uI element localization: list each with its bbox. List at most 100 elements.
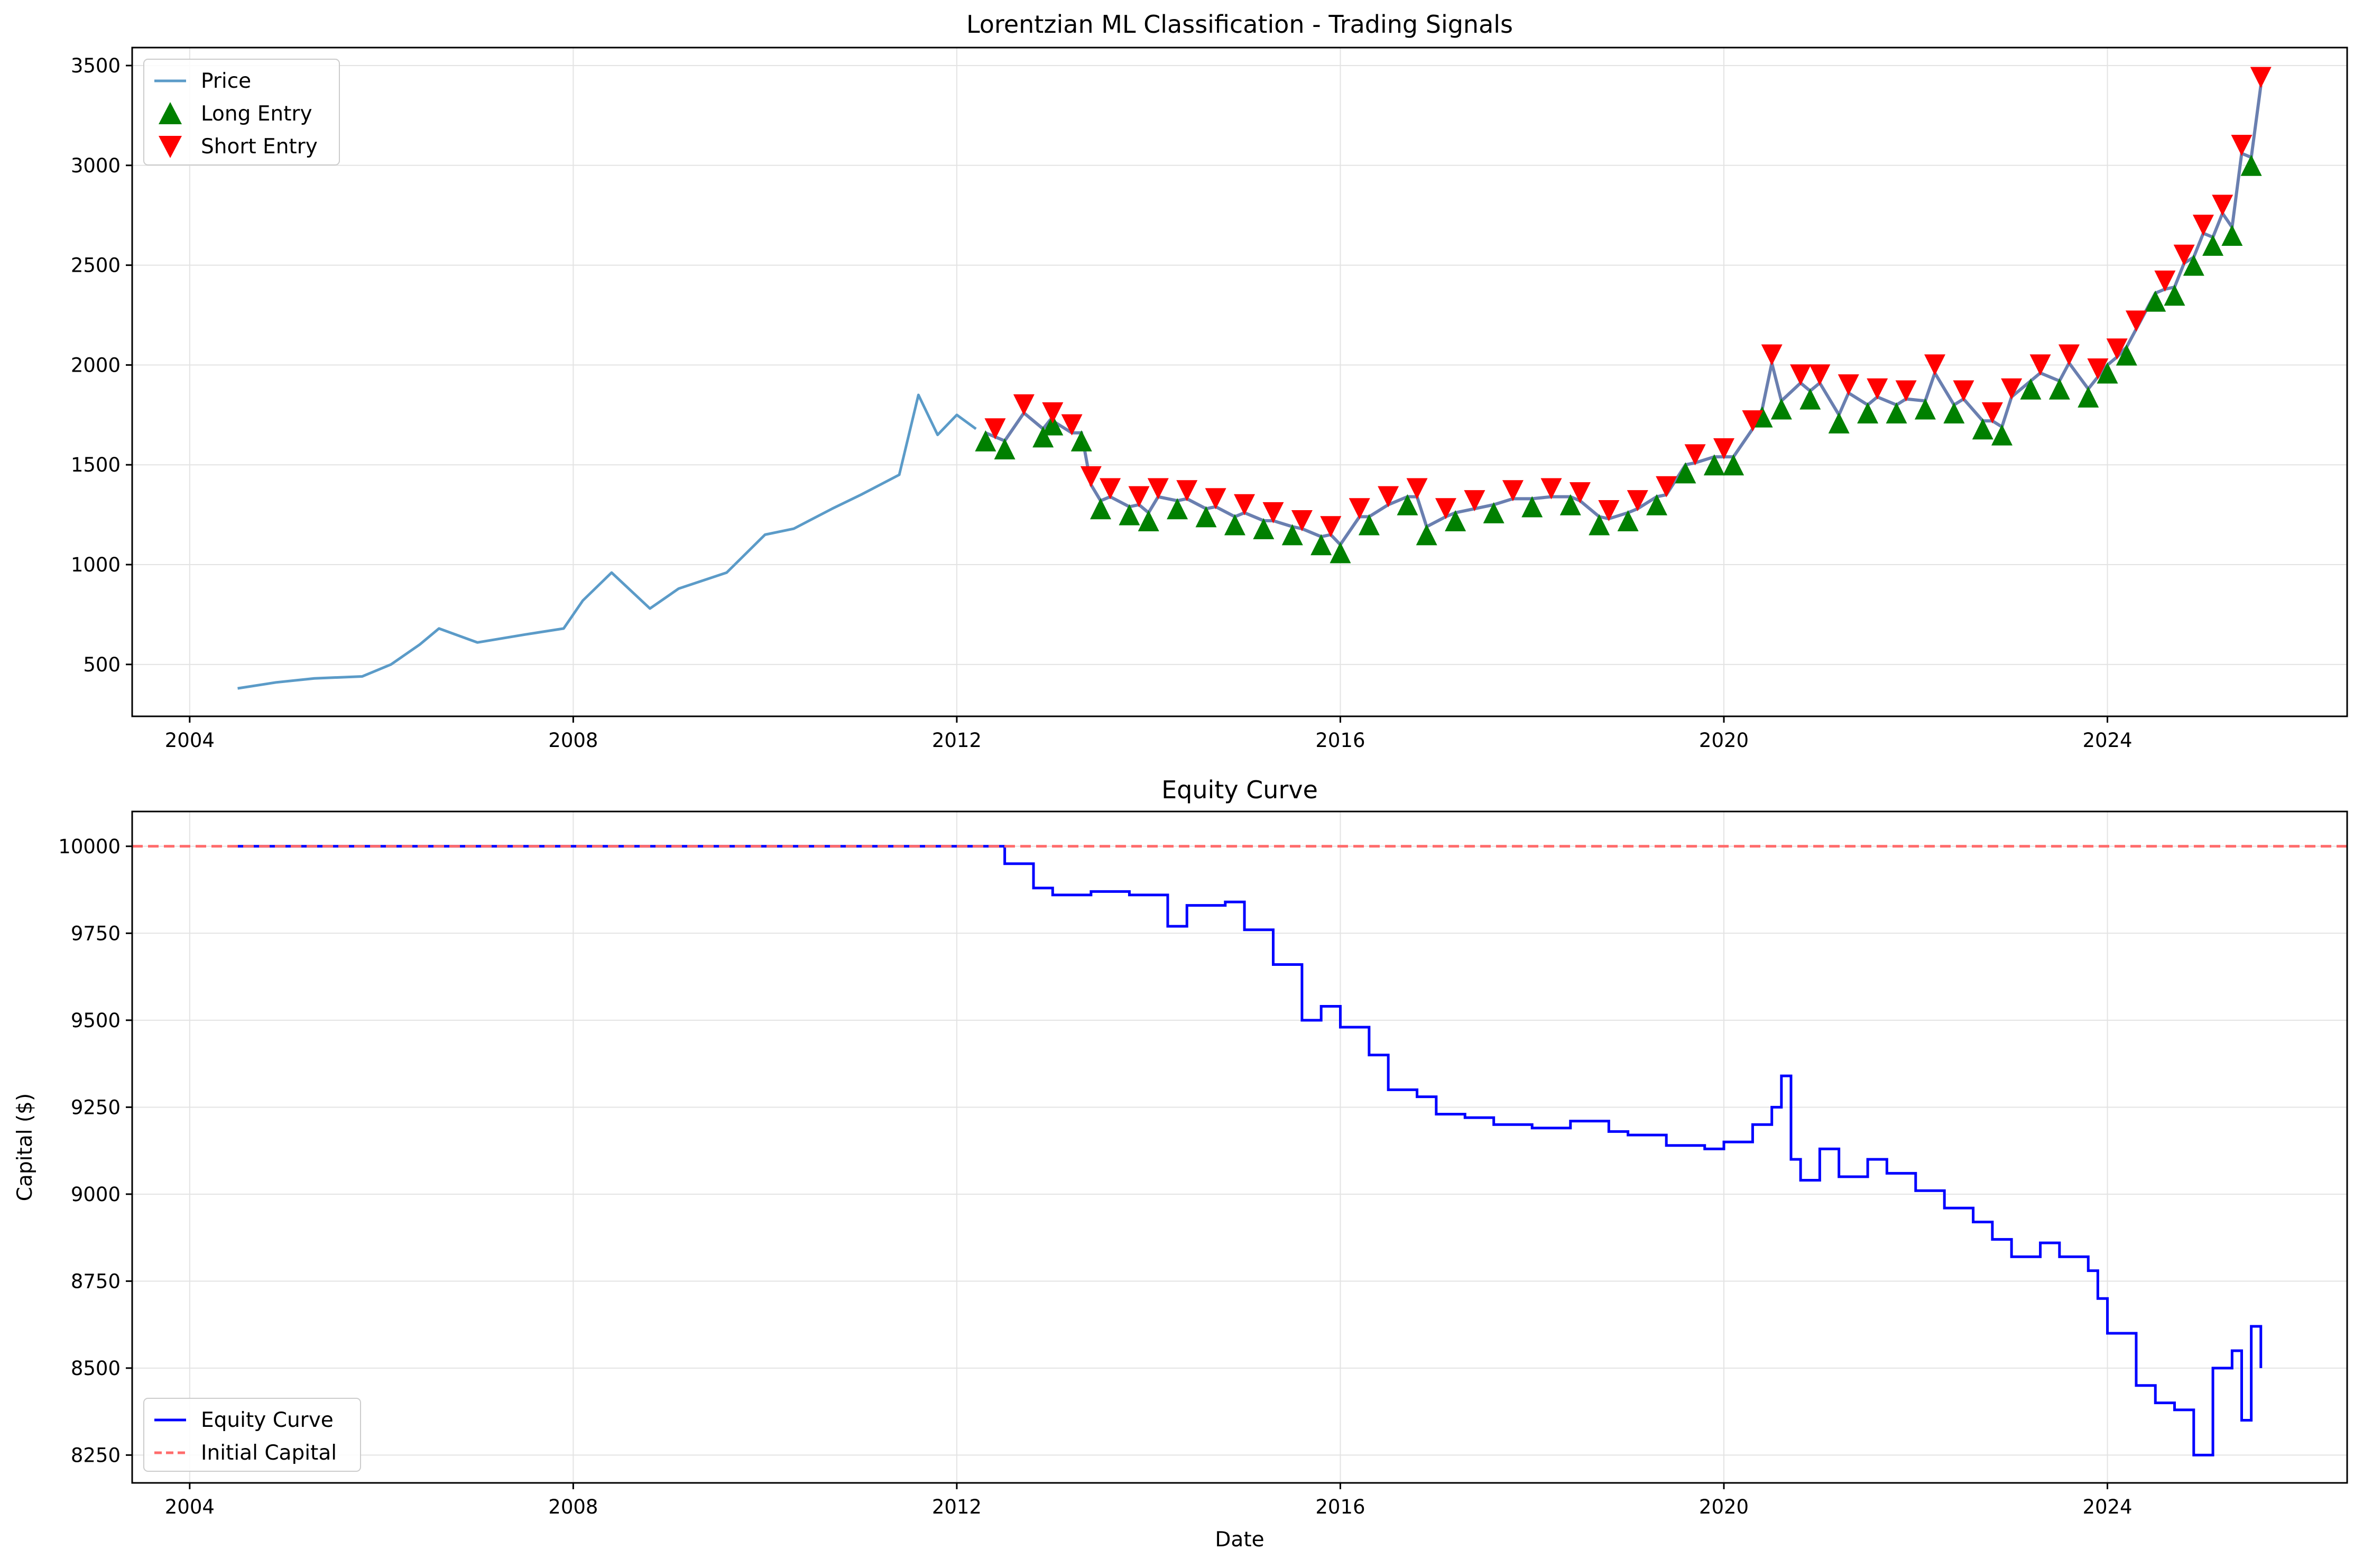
x-tick-label: 2012 bbox=[932, 729, 982, 752]
chart-title: Equity Curve bbox=[1161, 776, 1318, 804]
long-entry-marker bbox=[2240, 154, 2262, 176]
short-entry-marker bbox=[1262, 502, 1284, 523]
short-entry-marker bbox=[1809, 364, 1831, 386]
long-entry-marker bbox=[1559, 494, 1581, 515]
chart-title: Lorentzian ML Classification - Trading S… bbox=[966, 10, 1513, 39]
legend-triangle-down-swatch bbox=[159, 136, 182, 158]
x-tick-label: 2008 bbox=[548, 1496, 598, 1518]
short-entry-marker bbox=[1924, 354, 1946, 376]
long-entry-marker bbox=[1770, 398, 1792, 420]
long-entry-marker bbox=[1991, 424, 2013, 446]
long-entry-marker bbox=[1646, 494, 1668, 515]
long-entry-marker bbox=[994, 438, 1016, 459]
short-entry-marker bbox=[1713, 438, 1734, 459]
short-entry-marker bbox=[1042, 402, 1064, 424]
short-entry-marker bbox=[1080, 466, 1102, 487]
x-tick-label: 2016 bbox=[1315, 729, 1365, 752]
plot-frame bbox=[131, 47, 2348, 717]
short-entry-marker bbox=[1867, 378, 1888, 400]
x-tick-label: 2012 bbox=[932, 1496, 982, 1518]
short-entry-marker bbox=[1100, 478, 1121, 500]
x-tick-label: 2004 bbox=[165, 1496, 215, 1518]
long-entry-marker bbox=[1358, 514, 1380, 536]
price-line-signal-period bbox=[985, 85, 2263, 547]
y-tick-label: 8750 bbox=[71, 1270, 121, 1293]
x-tick-label: 2024 bbox=[2082, 729, 2132, 752]
short-entry-marker bbox=[1953, 380, 1974, 402]
long-entry-marker bbox=[1943, 402, 1965, 424]
long-entry-marker bbox=[1521, 496, 1543, 518]
short-entry-marker bbox=[1147, 478, 1169, 500]
legend: Equity Curve Initial Capital bbox=[143, 1398, 361, 1472]
short-entry-marker bbox=[1349, 498, 1370, 520]
short-entry-marker bbox=[1742, 410, 1764, 432]
short-entry-marker bbox=[1540, 478, 1562, 500]
x-tick-label: 2020 bbox=[1699, 729, 1749, 752]
short-entry-marker bbox=[1502, 480, 1524, 502]
y-tick-label: 1000 bbox=[71, 554, 121, 576]
long-entry-marker bbox=[1070, 430, 1092, 451]
long-entry-marker bbox=[2221, 224, 2243, 246]
short-entry-marker bbox=[1205, 488, 1226, 510]
long-entry-marker bbox=[1416, 524, 1437, 546]
legend-triangle-up-swatch bbox=[159, 102, 182, 124]
long-entry-marker bbox=[1167, 498, 1188, 520]
short-entry-marker bbox=[2058, 344, 2080, 366]
short-entry-marker bbox=[1598, 500, 1620, 522]
long-entry-marker bbox=[1310, 534, 1332, 556]
long-entry-marker bbox=[1195, 506, 1217, 528]
legend-box bbox=[143, 1398, 361, 1472]
y-axis-title: Capital ($) bbox=[13, 1093, 37, 1201]
short-entry-marker bbox=[1013, 394, 1035, 416]
long-entry-marker bbox=[1281, 524, 1303, 546]
long-entry-marker bbox=[1330, 542, 1351, 564]
short-entry-marker bbox=[2192, 215, 2214, 236]
short-entry-marker bbox=[1464, 490, 1485, 512]
long-entry-marker bbox=[1138, 510, 1159, 531]
long-entry-marker bbox=[1253, 518, 1275, 540]
short-entry-marker bbox=[2001, 378, 2023, 400]
x-tick-label: 2008 bbox=[548, 729, 598, 752]
long-entry-marker bbox=[1617, 510, 1639, 531]
long-entry-marker bbox=[1119, 504, 1140, 525]
long-entry-marker bbox=[1857, 402, 1879, 424]
y-tick-label: 3000 bbox=[71, 154, 121, 177]
short-entry-marker bbox=[2250, 67, 2272, 88]
long-entry-marker bbox=[1224, 514, 1245, 536]
short-entry-marker bbox=[2231, 135, 2253, 156]
y-tick-label: 10000 bbox=[58, 835, 121, 858]
long-entry-marker bbox=[975, 430, 996, 451]
legend-label: Initial Capital bbox=[201, 1441, 337, 1465]
long-entry-marker bbox=[2183, 254, 2204, 276]
short-entry-marker bbox=[1895, 380, 1917, 402]
short-entry-marker bbox=[1656, 476, 1677, 497]
long-entry-marker bbox=[1090, 498, 1111, 520]
short-entry-marker bbox=[1435, 498, 1456, 520]
short-entry-marker bbox=[1627, 490, 1648, 512]
x-tick-label: 2004 bbox=[165, 729, 215, 752]
short-entry-marker bbox=[1291, 510, 1313, 531]
short-entry-marker bbox=[1061, 414, 1083, 436]
y-tick-label: 2500 bbox=[71, 254, 121, 277]
short-entry-marker bbox=[1128, 486, 1150, 508]
y-tick-label: 3500 bbox=[71, 54, 121, 77]
short-entry-marker bbox=[2029, 354, 2051, 376]
legend-label: Short Entry bbox=[201, 135, 318, 159]
long-entry-marker bbox=[1703, 454, 1725, 476]
y-tick-label: 9750 bbox=[71, 922, 121, 945]
short-entry-marker bbox=[1406, 478, 1428, 500]
plot-frame bbox=[131, 810, 2348, 1484]
legend-label: Equity Curve bbox=[201, 1408, 334, 1432]
long-entry-marker bbox=[2048, 378, 2070, 400]
short-entry-marker bbox=[1320, 516, 1342, 538]
long-entry-marker bbox=[1914, 398, 1936, 420]
y-tick-label: 8500 bbox=[71, 1357, 121, 1380]
short-entry-marker bbox=[1569, 482, 1591, 504]
short-entry-marker bbox=[2154, 270, 2176, 292]
short-entry-marker bbox=[1838, 374, 1859, 396]
long-entry-marker bbox=[1799, 388, 1821, 410]
short-entry-marker bbox=[1981, 402, 2003, 424]
long-entry-marker bbox=[2116, 344, 2137, 366]
